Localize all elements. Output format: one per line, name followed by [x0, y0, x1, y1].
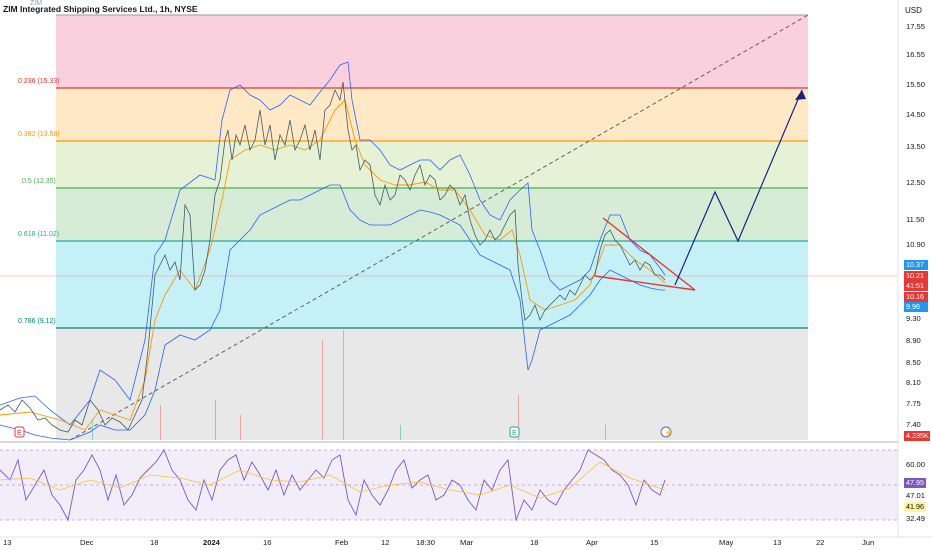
fib-trend-line — [69, 14, 809, 441]
price-tick: 14.50 — [906, 110, 926, 119]
time-tick: 18 — [150, 538, 159, 547]
time-tick: 2024 — [203, 538, 220, 547]
fib-zone-2 — [56, 141, 808, 188]
volume-bars — [92, 330, 606, 440]
rsi-line — [0, 449, 666, 522]
wedge-upper — [602, 217, 696, 291]
rsi-tick: 60.00 — [906, 460, 926, 469]
rsi-tick: 47.01 — [906, 491, 926, 500]
time-tick: 22 — [816, 538, 825, 547]
volume-badge: 4.235K — [904, 431, 930, 441]
currency-label: USD — [905, 6, 922, 15]
svg-text:E: E — [17, 430, 22, 437]
price-tick: 15.50 — [906, 80, 926, 89]
price-candles — [0, 81, 666, 433]
rsi-tick: 32.49 — [906, 514, 926, 523]
price-tick: 8.50 — [906, 358, 921, 367]
fib-zone-5 — [56, 328, 808, 440]
rsi-ma-line — [0, 461, 666, 499]
rsi-ma-badge: 41.96 — [904, 502, 926, 512]
price-badge-countdown: 41:51 — [904, 281, 928, 291]
price-badge-last: 10.21 — [904, 271, 928, 281]
time-tick: Jun — [862, 538, 875, 547]
chart-overlay-text: ZIM — [30, 0, 43, 7]
bollinger-lower — [0, 184, 665, 441]
time-tick: 13 — [773, 538, 782, 547]
time-tick: 13 — [3, 538, 12, 547]
fib-label-0618: 0.618 (11.02) — [18, 231, 60, 238]
projection-path — [674, 89, 803, 286]
price-badge-bb-lower: 9.96 — [904, 302, 928, 312]
time-tick: 12 — [381, 538, 390, 547]
time-tick: 15 — [650, 538, 659, 547]
fib-zone-0 — [56, 15, 808, 88]
earnings-icon[interactable]: E — [509, 426, 520, 438]
fib-label-05: 0.5 (12.35) — [22, 178, 56, 185]
time-tick: Feb — [335, 538, 349, 547]
price-tick: 17.55 — [906, 22, 926, 31]
rsi-badge: 47.95 — [904, 478, 926, 488]
time-tick: 18:30 — [416, 538, 436, 547]
price-tick: 16.55 — [906, 50, 926, 59]
fib-label-0236: 0.236 (15.33) — [18, 78, 60, 85]
price-tick: 9.30 — [906, 314, 921, 323]
wedge-lower — [594, 275, 696, 291]
time-tick: 16 — [263, 538, 272, 547]
bollinger-upper — [0, 61, 666, 426]
price-tick: 11.50 — [906, 215, 925, 224]
lightning-icon[interactable]: ⚡ — [660, 426, 673, 438]
time-tick: May — [719, 538, 734, 547]
price-tick: 12.50 — [906, 178, 926, 187]
time-tick: Dec — [80, 538, 94, 547]
fib-label-0786: 0.786 (9.12) — [18, 318, 56, 325]
projection-arrowhead — [795, 90, 806, 100]
time-tick: Mar — [460, 538, 474, 547]
svg-text:E: E — [512, 430, 517, 437]
fib-zone-1 — [56, 88, 808, 141]
price-tick: 7.75 — [906, 399, 921, 408]
ema-line — [0, 99, 666, 431]
fib-label-0382: 0.382 (13.68) — [18, 131, 60, 138]
fib-zone-4 — [56, 241, 808, 328]
price-badge-ema: 10.16 — [904, 292, 928, 302]
price-tick: 13.50 — [906, 142, 926, 151]
fib-zone-3 — [56, 188, 808, 241]
earnings-icon[interactable]: E — [14, 426, 25, 438]
chart-title: ZIM Integrated Shipping Services Ltd., 1… — [3, 4, 198, 14]
time-tick: Apr — [586, 538, 598, 547]
price-badge-bb-upper: 10.37 — [904, 260, 928, 270]
svg-text:⚡: ⚡ — [664, 428, 673, 437]
time-tick: 18 — [530, 538, 539, 547]
price-tick: 8.90 — [906, 336, 921, 345]
price-tick: 10.90 — [906, 240, 926, 249]
price-tick: 8.10 — [906, 378, 921, 387]
price-tick: 7.40 — [906, 420, 921, 429]
